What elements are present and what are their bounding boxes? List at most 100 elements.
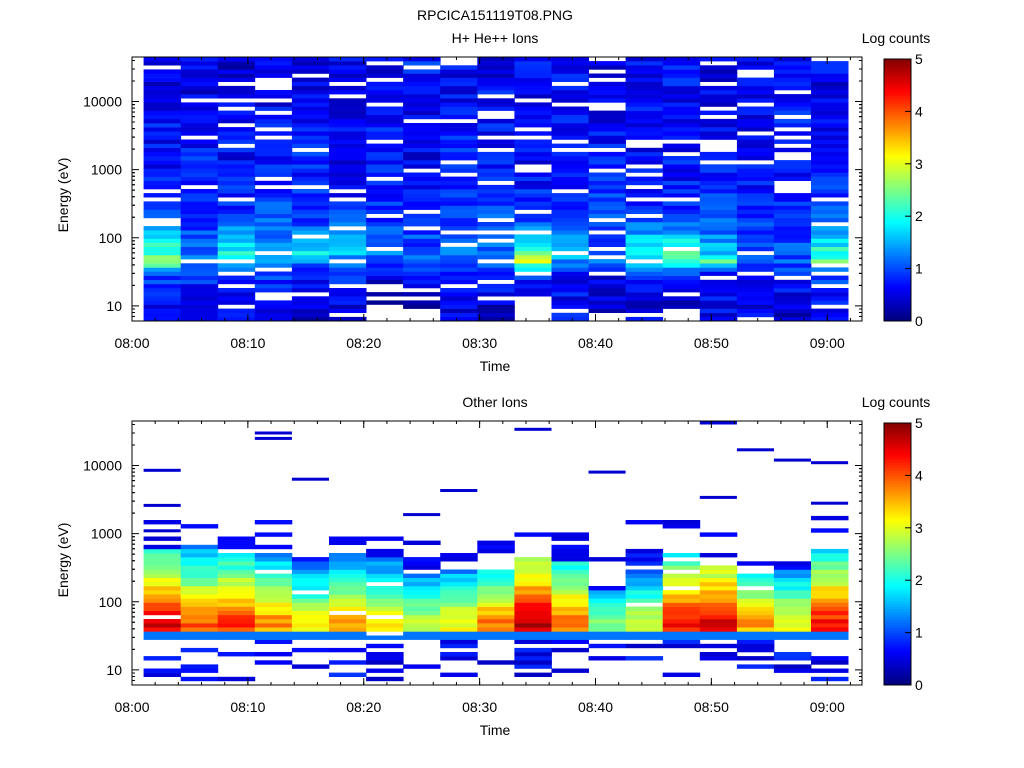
- heatmap-cell: [773, 193, 812, 198]
- heatmap-cell: [699, 110, 738, 115]
- heatmap-cell: [736, 81, 775, 87]
- heatmap-cell: [514, 279, 552, 285]
- heatmap-cell: [366, 250, 404, 256]
- heatmap-cell: [366, 69, 404, 74]
- heatmap-cell: [403, 197, 441, 202]
- colorbar-swatch: [884, 184, 911, 188]
- heatmap-cell: [254, 131, 293, 136]
- heatmap-cell: [180, 57, 219, 62]
- heatmap-cell: [403, 300, 441, 305]
- heatmap-cell: [291, 561, 330, 566]
- colorbar-swatch: [884, 514, 911, 518]
- heatmap-cell: [551, 316, 589, 322]
- heatmap-cell: [254, 151, 293, 157]
- heatmap-cell: [440, 147, 478, 153]
- heatmap-cell: [329, 69, 367, 74]
- heatmap-cell: [143, 94, 182, 99]
- heatmap-cell: [588, 250, 626, 256]
- heatmap-cell: [588, 98, 626, 103]
- heatmap-cell: [403, 184, 441, 190]
- colorbar-swatch: [884, 255, 911, 259]
- heatmap-cell: [736, 263, 775, 268]
- heatmap-cell: [477, 102, 515, 107]
- heatmap-cell: [403, 279, 441, 285]
- colorbar-swatch: [884, 491, 911, 495]
- heatmap-cell: [477, 90, 515, 95]
- heatmap-cell: [217, 255, 256, 260]
- heatmap-cell: [180, 147, 219, 153]
- heatmap-cell: [477, 312, 515, 318]
- heatmap-cell: [217, 606, 256, 611]
- heatmap-cell: [736, 139, 775, 144]
- heatmap-cell: [180, 544, 219, 550]
- colorbar-swatch: [884, 538, 911, 542]
- heatmap-cell: [625, 610, 664, 616]
- colorbar-swatch: [884, 313, 911, 317]
- heatmap-cell: [588, 193, 626, 198]
- heatmap-cell: [773, 316, 812, 322]
- heatmap-cell: [291, 65, 330, 70]
- heatmap-cell: [329, 304, 367, 309]
- heatmap-cell: [699, 230, 738, 235]
- heatmap-cell: [217, 565, 256, 570]
- heatmap-cell: [254, 143, 293, 148]
- colorbar-swatch: [884, 297, 911, 301]
- heatmap-cell: [217, 176, 256, 181]
- heatmap-cell: [143, 242, 182, 247]
- heatmap-cell: [662, 61, 701, 66]
- heatmap-cell: [662, 98, 701, 103]
- heatmap-cell: [291, 647, 330, 653]
- heatmap-cell: [329, 565, 367, 570]
- heatmap-cell: [625, 168, 664, 173]
- colorbar-swatch: [884, 286, 911, 291]
- heatmap-cell: [514, 81, 552, 87]
- heatmap-cell: [736, 573, 775, 578]
- heatmap-cell: [291, 172, 330, 177]
- heatmap-cell: [403, 102, 441, 107]
- colorbar-swatch: [884, 203, 911, 207]
- heatmap-cell: [736, 561, 775, 566]
- colorbar-swatch: [884, 294, 911, 298]
- heatmap-cell: [588, 656, 626, 661]
- heatmap-cell: [736, 65, 775, 70]
- heatmap-cell: [403, 573, 441, 578]
- heatmap-cell: [143, 57, 182, 62]
- heatmap-cell: [291, 197, 330, 202]
- heatmap-cell: [588, 213, 626, 219]
- heatmap-cell: [329, 102, 367, 107]
- heatmap-cell: [254, 627, 293, 632]
- heatmap-cell: [551, 536, 589, 541]
- heatmap-cell: [625, 110, 664, 115]
- colorbar-swatch: [884, 556, 911, 560]
- heatmap-cell: [440, 627, 478, 632]
- heatmap-cell: [736, 234, 775, 239]
- heatmap-cell: [366, 606, 404, 611]
- heatmap-cell: [625, 623, 664, 628]
- heatmap-cell: [662, 602, 701, 607]
- colorbar-swatch: [884, 87, 911, 91]
- colorbar-swatch: [884, 307, 911, 312]
- heatmap-cell: [662, 271, 701, 276]
- heatmap-cell: [440, 94, 478, 99]
- heatmap-cell: [291, 296, 330, 301]
- heatmap-cell: [254, 577, 293, 583]
- heatmap-cell: [180, 209, 219, 214]
- heatmap-cell: [366, 586, 404, 591]
- heatmap-cell: [180, 65, 219, 70]
- heatmap-cell: [180, 246, 219, 252]
- heatmap-cell: [143, 81, 182, 87]
- heatmap-cell: [811, 139, 849, 144]
- heatmap-cell: [736, 201, 775, 206]
- heatmap-cell: [588, 308, 626, 313]
- heatmap-cell: [736, 631, 775, 636]
- heatmap-cell: [699, 292, 738, 297]
- heatmap-cell: [551, 614, 589, 620]
- heatmap-cell: [366, 676, 404, 682]
- heatmap-cell: [773, 69, 812, 74]
- heatmap-cell: [440, 65, 478, 70]
- heatmap-cell: [366, 573, 404, 578]
- heatmap-cell: [254, 73, 293, 78]
- y-tick-label: 10000: [83, 458, 122, 474]
- heatmap-cell: [217, 230, 256, 235]
- heatmap-cell: [143, 123, 182, 128]
